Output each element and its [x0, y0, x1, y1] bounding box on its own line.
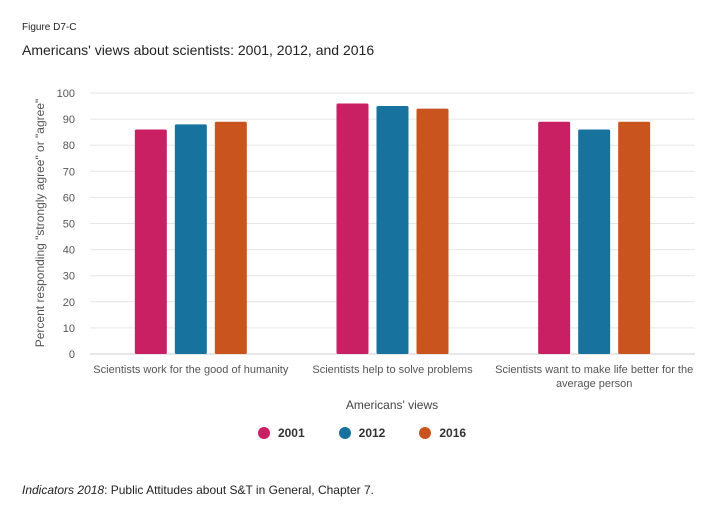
- y-tick-label: 80: [63, 140, 75, 152]
- y-tick-label: 40: [63, 245, 75, 257]
- source-text: Public Attitudes about S&T in General, C…: [110, 483, 375, 497]
- bar-2016-3[interactable]: [618, 121, 651, 355]
- legend-swatch: [257, 427, 270, 439]
- y-tick-label: 70: [63, 166, 75, 178]
- y-tick-label: 60: [63, 192, 75, 204]
- y-axis-label: Percent responding "strongly agree" or "…: [33, 99, 47, 348]
- x-tick-label: Scientists help to solve problems: [312, 364, 473, 376]
- x-axis-label: Americans' views: [346, 398, 438, 412]
- bar-2016-1[interactable]: [214, 121, 247, 355]
- legend-item-2001[interactable]: 2001: [257, 426, 305, 440]
- bar-chart: 0 10 20 30 40 50 60 70 80 90 100 Scientists work f…: [33, 88, 695, 412]
- bar-2016-2[interactable]: [416, 108, 449, 354]
- y-tick-label: 20: [63, 297, 75, 309]
- legend: 2001 2012 2016: [0, 426, 724, 440]
- chart-title: Americans' views about scientists: 2001,…: [22, 42, 375, 58]
- x-tick-label: Scientists work for the good of humanity: [93, 364, 289, 376]
- legend-item-2012[interactable]: 2012: [338, 426, 386, 440]
- bars: [134, 103, 651, 355]
- legend-label: 2012: [358, 426, 386, 440]
- x-tick-label: Scientists want to make life better for …: [495, 364, 693, 390]
- x-axis-ticks: Scientists work for the good of humanity…: [93, 364, 693, 390]
- y-tick-label: 90: [63, 114, 75, 126]
- legend-item-2016[interactable]: 2016: [419, 426, 466, 440]
- bar-2001-1[interactable]: [134, 129, 167, 354]
- y-tick-label: 100: [57, 88, 75, 100]
- bar-2001-2[interactable]: [336, 103, 369, 354]
- figure-label: Figure D7-C: [22, 22, 77, 33]
- source-italic: Indicators 2018: [22, 483, 105, 497]
- y-tick-label: 10: [63, 323, 75, 335]
- y-tick-label: 0: [69, 349, 75, 361]
- legend-label: 2001: [277, 426, 305, 440]
- legend-swatch: [419, 427, 432, 439]
- y-axis-ticks: 0 10 20 30 40 50 60 70 80 90 100: [57, 88, 75, 361]
- y-tick-label: 50: [63, 219, 75, 231]
- source-note: Indicators 2018: Public Attitudes about …: [22, 483, 374, 497]
- legend-label: 2016: [439, 426, 467, 440]
- bar-2001-3[interactable]: [538, 121, 571, 355]
- bar-2012-1[interactable]: [174, 124, 207, 354]
- y-tick-label: 30: [63, 271, 75, 283]
- bar-2012-2[interactable]: [376, 106, 409, 354]
- source-separator: :: [104, 483, 111, 497]
- legend-swatch: [338, 427, 351, 439]
- bar-2012-3[interactable]: [578, 129, 611, 354]
